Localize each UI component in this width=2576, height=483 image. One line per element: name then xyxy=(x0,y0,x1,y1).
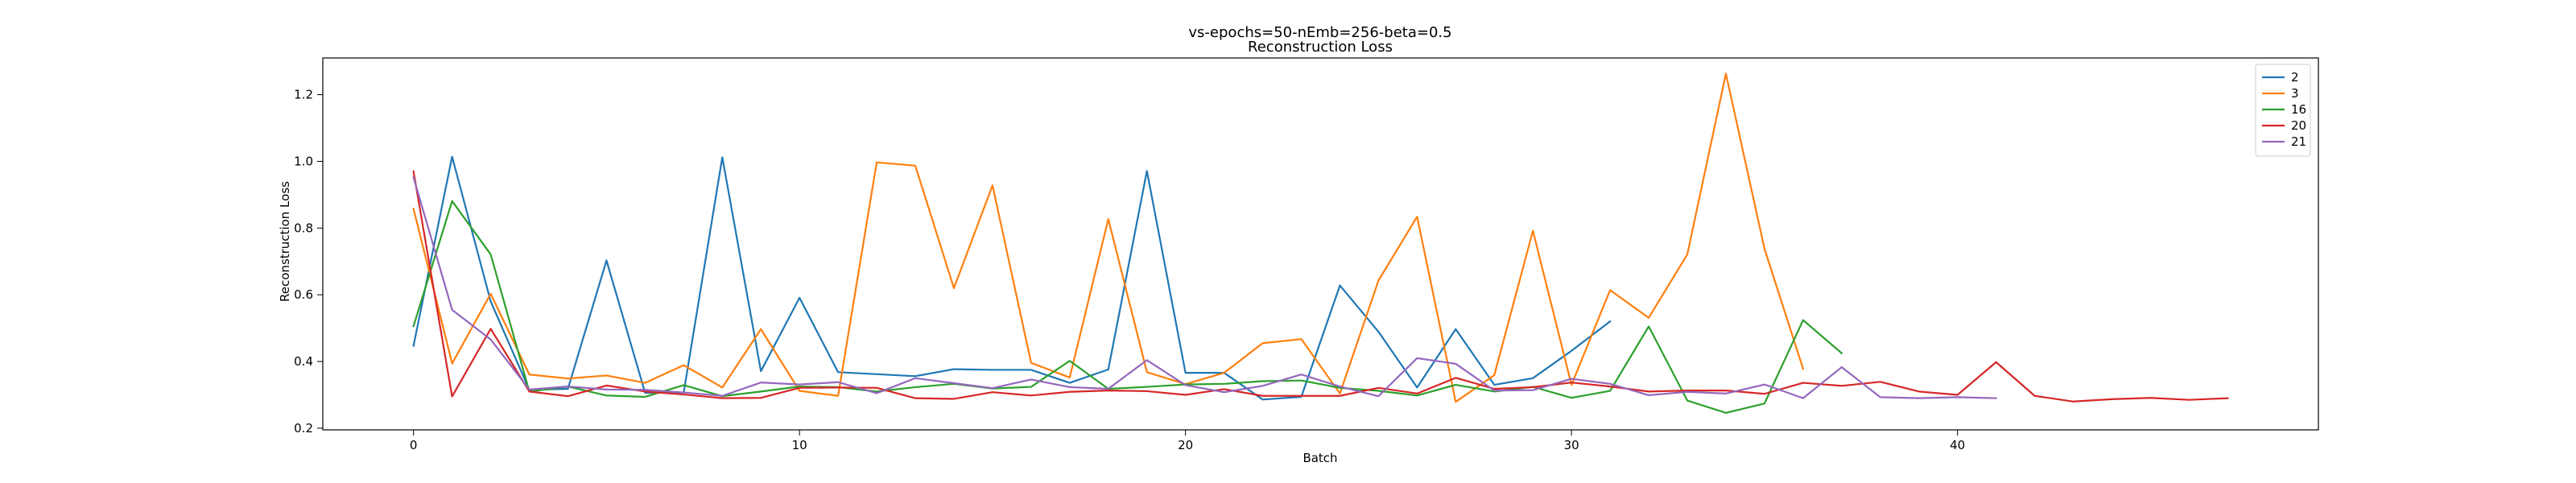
x-axis-label: Batch xyxy=(1302,451,1337,465)
legend-label-20: 20 xyxy=(2291,118,2306,133)
y-tick-label: 1.2 xyxy=(294,88,313,102)
series-line-2 xyxy=(412,155,1612,401)
legend-label-3: 3 xyxy=(2291,86,2299,101)
y-tick-label: 0.8 xyxy=(294,221,313,235)
legend-label-2: 2 xyxy=(2291,70,2299,85)
x-tick-label: 20 xyxy=(1178,438,1193,452)
legend-label-16: 16 xyxy=(2291,102,2306,117)
legend-label-21: 21 xyxy=(2291,134,2306,149)
x-tick-label: 0 xyxy=(410,438,418,452)
series-line-20 xyxy=(412,170,2229,402)
y-tick-label: 0.4 xyxy=(294,354,313,369)
chart-subtitle: Reconstruction Loss xyxy=(1248,39,1393,56)
plot-frame xyxy=(322,57,2319,431)
series-line-3 xyxy=(412,72,1805,403)
x-tick-label: 10 xyxy=(792,438,807,452)
y-tick-label: 1.0 xyxy=(294,154,313,168)
x-tick-label: 40 xyxy=(1950,438,1965,452)
series-line-21 xyxy=(412,175,1997,399)
plot-area: 0 10 20 30 40 0.2 0.4 0.6 0.8 1.0 1.2 xyxy=(294,57,2319,452)
y-tick-label: 0.2 xyxy=(294,421,313,436)
chart-title: vs-epochs=50-nEmb=256-beta=0.5 xyxy=(1188,24,1451,41)
y-tick-label: 0.6 xyxy=(294,287,313,302)
series-line-16 xyxy=(412,200,1843,414)
x-tick-label: 30 xyxy=(1564,438,1579,452)
y-axis-label: Reconstruction Loss xyxy=(278,181,292,302)
